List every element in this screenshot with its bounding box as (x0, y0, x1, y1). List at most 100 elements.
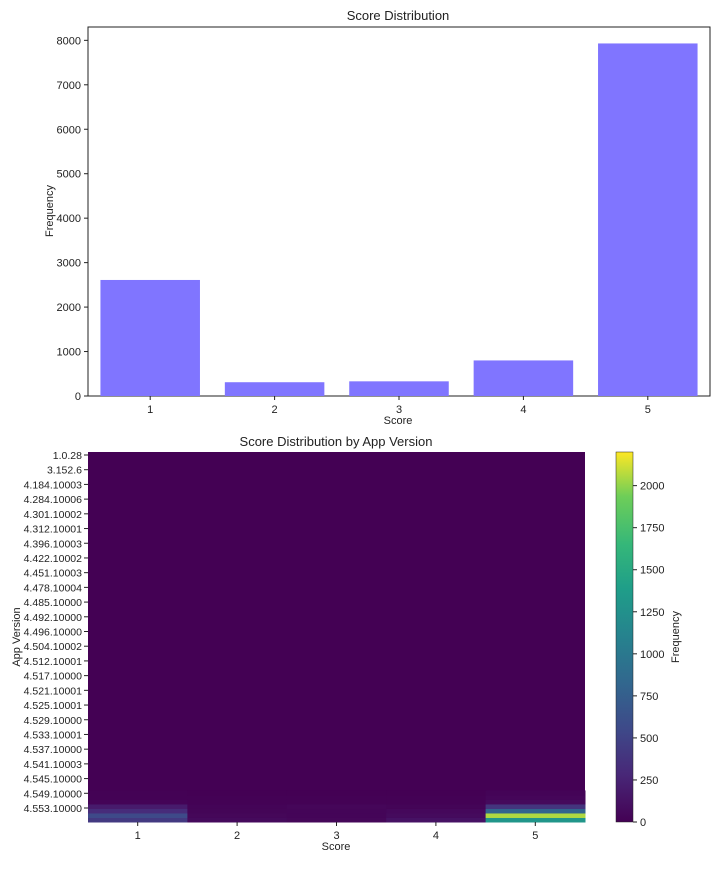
bar-series (100, 43, 698, 396)
colorbar-tick-label: 1000 (640, 649, 664, 661)
heatmap-x-tick-label: 5 (532, 830, 538, 842)
heatmap-background (88, 452, 585, 822)
heatmap-cell (286, 794, 387, 800)
heatmap-cell (485, 799, 586, 805)
heatmap-cell (386, 812, 487, 818)
colorbar-tick-label: 250 (640, 775, 658, 787)
heatmap-title: Score Distribution by App Version (240, 434, 433, 449)
heatmap-y-tick-label: 4.451.10003 (24, 568, 83, 580)
heatmap-cell (485, 817, 586, 823)
heatmap-y-tick-label: 4.422.10002 (24, 553, 83, 565)
heatmap-y-tick-label: 4.517.10000 (24, 671, 83, 683)
heatmap-cell (386, 808, 487, 814)
bar-x-axis-label: Score (384, 415, 413, 427)
heatmap-cell (88, 803, 188, 809)
bar-chart: Score Distribution 0 1000 2000 3000 4000 5000… (44, 8, 711, 427)
heatmap-cell (286, 803, 387, 809)
heatmap-cell (286, 799, 387, 805)
heatmap-y-tick-label: 3.152.6 (47, 465, 82, 477)
colorbar-label: Frequency (670, 611, 682, 663)
heatmap-y-tick-label: 4.553.10000 (24, 803, 83, 815)
colorbar-tick-label: 0 (640, 817, 646, 829)
heatmap-cell (187, 794, 288, 800)
bar-y-tick-label: 3000 (57, 258, 81, 270)
heatmap-y-tick-label: 4.301.10002 (24, 509, 83, 521)
heatmap-cell (386, 817, 487, 823)
heatmap-cell (286, 817, 387, 823)
heatmap-y-tick-label: 4.541.10003 (24, 759, 83, 771)
heatmap-cell (386, 803, 487, 809)
bar-y-tick-label: 0 (75, 391, 81, 403)
bar-x-tick-label: 1 (147, 404, 153, 416)
heatmap-y-tick-label: 4.312.10001 (24, 524, 83, 536)
bar-y-tick-label: 4000 (57, 213, 81, 225)
bar-x-tick-label: 3 (396, 404, 402, 416)
heatmap-y-tick-label: 1.0.28 (53, 450, 82, 462)
bar-y-tick-label: 2000 (57, 302, 81, 314)
bar-x-tick-label: 4 (520, 404, 526, 416)
heatmap-x-tick-label: 2 (234, 830, 240, 842)
heatmap-y-tick-label: 4.549.10000 (24, 788, 83, 800)
heatmap-cell (286, 808, 387, 814)
heatmap-cell (187, 799, 288, 805)
heatmap-cell (286, 790, 387, 796)
colorbar (616, 452, 633, 822)
heatmap-cell (187, 790, 288, 796)
colorbar-frame (615, 451, 634, 823)
heatmap-chart: Score Distribution by App Version 1.0.28… (11, 434, 682, 853)
heatmap-cells (88, 452, 586, 823)
heatmap-x-axis: 1 2 3 4 5 (135, 822, 538, 842)
bar-chart-title: Score Distribution (347, 8, 450, 23)
heatmap-cell (187, 803, 288, 809)
heatmap-cell (187, 808, 288, 814)
colorbar-tick-label: 1250 (640, 607, 664, 619)
colorbar-tick-label: 1500 (640, 565, 664, 577)
heatmap-y-tick-label: 4.504.10002 (24, 641, 83, 653)
heatmap-y-tick-label: 4.512.10001 (24, 656, 83, 668)
heatmap-cell (88, 790, 188, 796)
heatmap-y-tick-label: 4.537.10000 (24, 744, 83, 756)
heatmap-y-tick-label: 4.533.10001 (24, 729, 83, 741)
bar-y-tick-label: 1000 (57, 347, 81, 359)
heatmap-cell (187, 812, 288, 818)
bar-y-tick-label: 8000 (57, 35, 81, 47)
heatmap-y-tick-label: 4.525.10001 (24, 700, 83, 712)
heatmap-y-tick-label: 4.284.10006 (24, 494, 83, 506)
heatmap-cell (386, 799, 487, 805)
bar-3 (349, 381, 449, 396)
heatmap-cell (485, 808, 586, 814)
colorbar-tick-label: 2000 (640, 481, 664, 493)
heatmap-cell (187, 817, 288, 823)
bar-y-axis-label: Frequency (44, 185, 56, 237)
heatmap-cell (386, 790, 487, 796)
heatmap-y-tick-label: 4.545.10000 (24, 774, 83, 786)
heatmap-cell (485, 790, 586, 796)
heatmap-cell (88, 808, 188, 814)
heatmap-cell (88, 799, 188, 805)
bar-y-tick-label: 6000 (57, 124, 81, 136)
heatmap-x-tick-label: 3 (333, 830, 339, 842)
heatmap-cell (485, 803, 586, 809)
heatmap-y-tick-label: 4.492.10000 (24, 612, 83, 624)
heatmap-y-tick-label: 4.529.10000 (24, 715, 83, 727)
heatmap-cell (386, 794, 487, 800)
heatmap-x-axis-label: Score (322, 841, 351, 853)
heatmap-y-axis: 1.0.28 3.152.6 4.184.10003 4.284.10006 4.301… (24, 450, 88, 815)
bar-x-tick-label: 2 (272, 404, 278, 416)
bar-x-tick-label: 5 (645, 404, 651, 416)
heatmap-y-tick-label: 4.478.10004 (24, 582, 83, 594)
bar-y-tick-label: 7000 (57, 80, 81, 92)
colorbar-tick-label: 1750 (640, 523, 664, 535)
heatmap-y-tick-label: 4.521.10001 (24, 685, 83, 697)
bar-2 (224, 382, 325, 396)
bar-4 (473, 360, 574, 396)
heatmap-cell (88, 794, 188, 800)
heatmap-y-axis-label: App Version (11, 607, 23, 666)
heatmap-y-tick-label: 4.396.10003 (24, 538, 83, 550)
heatmap-y-tick-label: 4.485.10000 (24, 597, 83, 609)
bar-5 (598, 43, 698, 396)
colorbar-tick-label: 750 (640, 691, 658, 703)
heatmap-cell (88, 812, 188, 818)
heatmap-cell (286, 812, 387, 818)
